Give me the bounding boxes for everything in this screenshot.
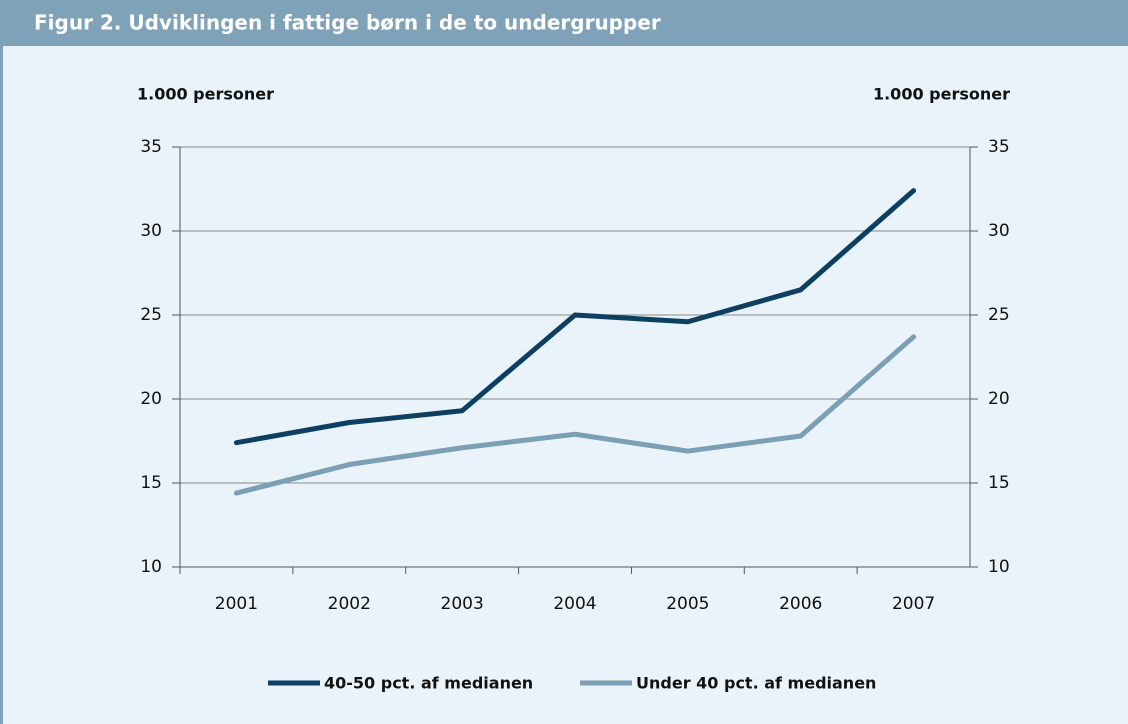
y2-axis-title: 1.000 personer <box>873 85 1010 104</box>
chart-title: Figur 2. Udviklingen i fattige børn i de… <box>34 11 661 35</box>
y-tick-label: 30 <box>140 221 162 241</box>
line-series <box>233 188 917 446</box>
y2-tick-label: 20 <box>988 389 1010 409</box>
legend-label: Under 40 pct. af medianen <box>636 674 876 693</box>
y2-tick-label: 35 <box>988 137 1010 157</box>
x-tick-label: 2001 <box>215 594 258 614</box>
y-axis-title: 1.000 personer <box>137 85 274 104</box>
left-border <box>0 46 3 724</box>
line-series <box>233 334 917 496</box>
legend-label: 40-50 pct. af medianen <box>324 674 533 693</box>
y-tick-label: 20 <box>140 389 162 409</box>
y-tick-label: 10 <box>140 557 162 577</box>
y-tick-label: 35 <box>140 137 162 157</box>
y2-tick-label: 10 <box>988 557 1010 577</box>
y2-tick-label: 30 <box>988 221 1010 241</box>
y2-tick-label: 25 <box>988 305 1010 325</box>
x-tick-label: 2006 <box>779 594 822 614</box>
header-bar <box>0 0 1128 46</box>
x-tick-label: 2007 <box>892 594 935 614</box>
y2-tick-label: 15 <box>988 473 1010 493</box>
y-tick-label: 25 <box>140 305 162 325</box>
y-tick-label: 15 <box>140 473 162 493</box>
x-tick-label: 2002 <box>328 594 371 614</box>
x-tick-label: 2004 <box>553 594 596 614</box>
x-tick-label: 2005 <box>666 594 709 614</box>
x-tick-label: 2003 <box>441 594 484 614</box>
